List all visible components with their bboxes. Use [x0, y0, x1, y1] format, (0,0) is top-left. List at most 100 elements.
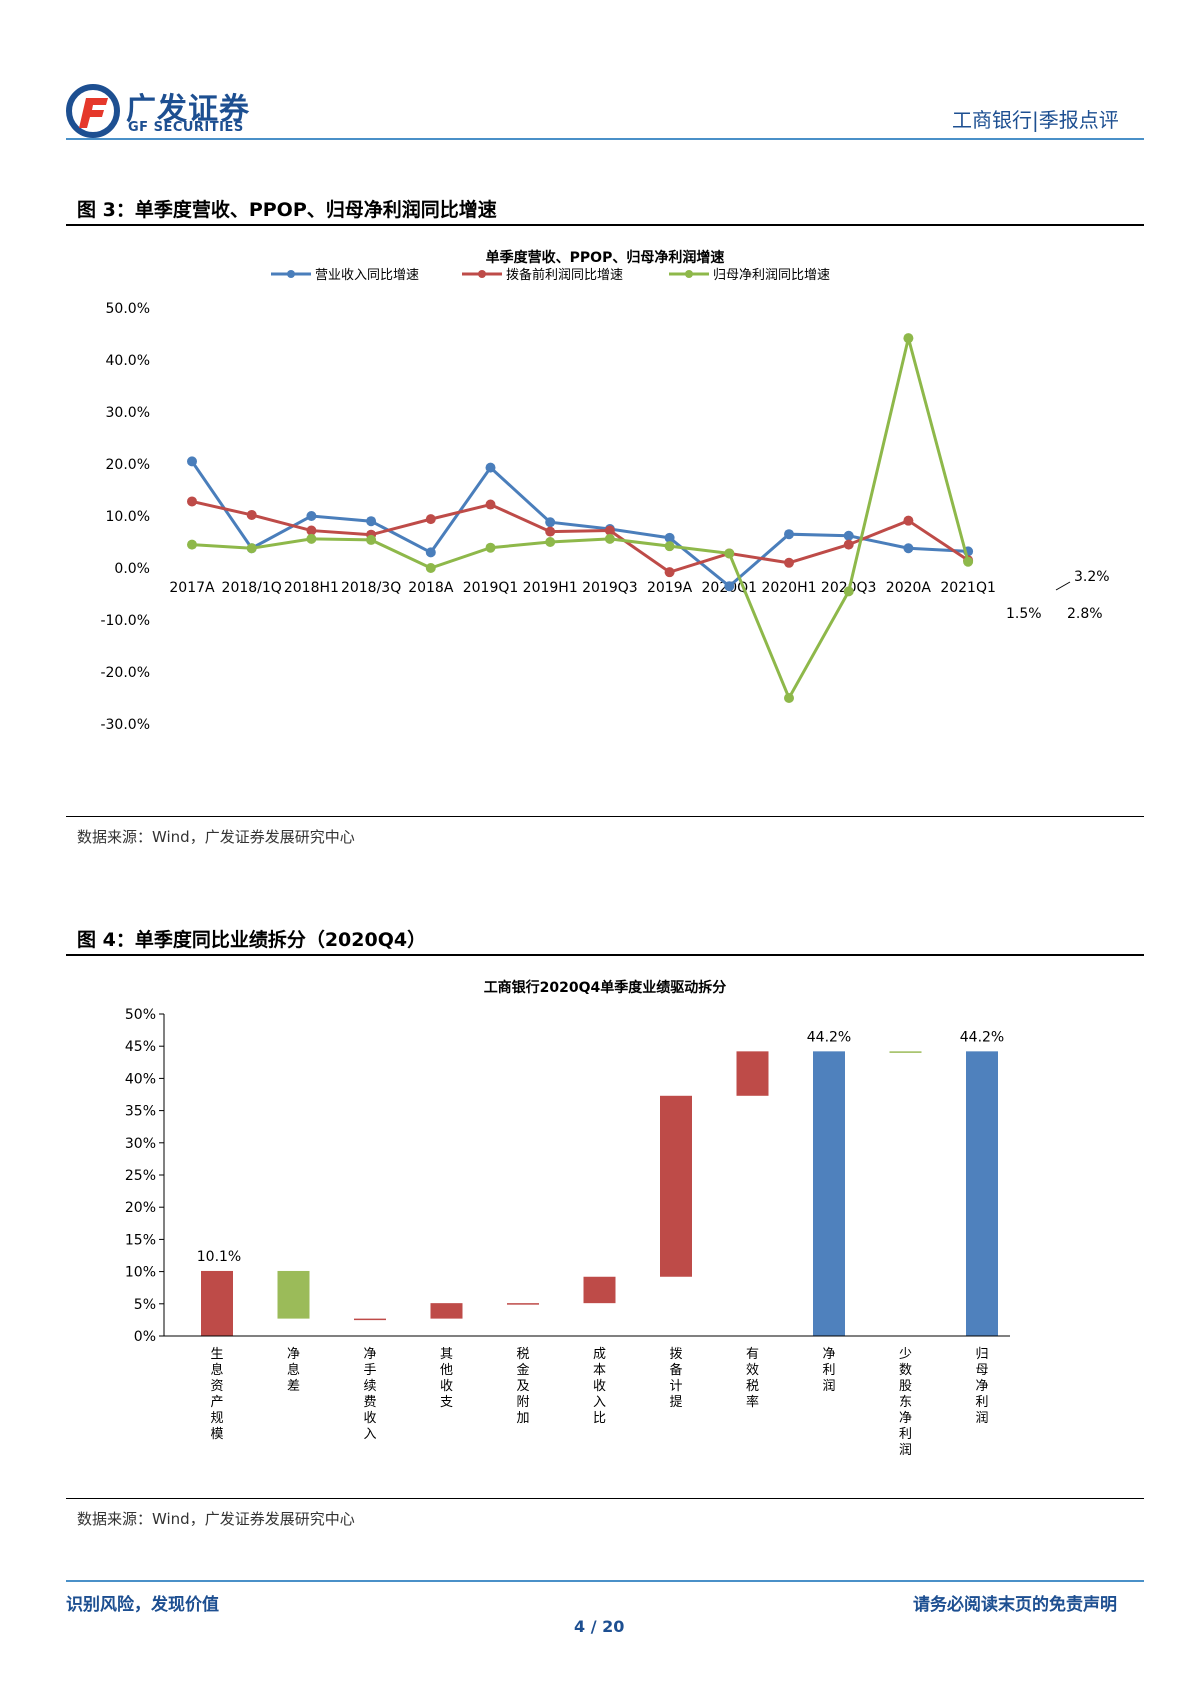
data-point — [545, 526, 556, 537]
waterfall-bar — [889, 1051, 922, 1053]
y-tick-label: 30% — [125, 1136, 156, 1152]
data-point — [306, 533, 317, 544]
x-tick-label: 2021Q1 — [940, 580, 996, 596]
data-label-parent-profit: 44.2% — [960, 1029, 1004, 1045]
x-tick-label: 归母净利润 — [975, 1347, 988, 1426]
footer-rule — [66, 1580, 1144, 1582]
header-rule — [66, 138, 1144, 140]
data-point — [843, 530, 854, 541]
legend-label: 营业收入同比增速 — [315, 268, 419, 283]
figure4-y-axis: 50% 45% 40% 35% 30% 25% 20% 15% 10% 5% 0% — [125, 1007, 165, 1345]
y-tick-label: 45% — [125, 1039, 156, 1055]
legend-marker — [287, 270, 295, 278]
figure4-title: 图 4：单季度同比业绩拆分（2020Q4） — [77, 929, 427, 951]
figure3-y-axis: 50.0% 40.0% 30.0% 20.0% 10.0% 0.0% -10.0% -20.0… — [100, 301, 150, 733]
figure3-series — [187, 333, 974, 703]
x-tick-label: 2018/1Q — [222, 580, 282, 596]
figure4-chart: 工商银行2020Q4单季度业绩驱动拆分 50% 45% 40% 35% 30% 25% 20… — [125, 979, 1010, 1458]
data-point — [425, 547, 436, 558]
doc-type: 工商银行|季报点评 — [952, 108, 1119, 132]
data-point — [664, 567, 675, 578]
annotation-label-3: 2.8% — [1067, 606, 1103, 622]
data-point — [366, 516, 377, 527]
data-point — [306, 511, 317, 521]
data-point — [425, 514, 436, 525]
footer-right: 请务必阅读末页的免责声明 — [913, 1595, 1117, 1615]
data-label-first: 10.1% — [197, 1249, 241, 1265]
waterfall-bar — [354, 1318, 386, 1321]
data-point — [366, 534, 377, 545]
legend-label: 拨备前利润同比增速 — [506, 267, 623, 283]
x-tick-label: 生息资产规模 — [210, 1347, 223, 1442]
figure4-bottom-rule — [66, 1498, 1144, 1499]
annotation-label-1: 3.2% — [1074, 569, 1110, 585]
x-tick-label: 少数股东净利润 — [899, 1347, 912, 1458]
x-tick-label: 2018H1 — [284, 580, 339, 596]
series-line — [190, 460, 969, 589]
data-point — [903, 333, 914, 344]
waterfall-bar — [507, 1303, 539, 1305]
data-point — [545, 517, 556, 528]
data-point — [843, 586, 854, 597]
x-tick-label: 2020H1 — [761, 580, 816, 596]
data-point — [664, 541, 675, 552]
series-line — [191, 337, 970, 702]
figure3-source: 数据来源：Wind，广发证券发展研究中心 — [77, 828, 355, 846]
figure3-legend: 营业收入同比增速 拨备前利润同比增速 归母净利润同比增速 — [271, 267, 830, 283]
x-tick-label: 净利润 — [822, 1347, 835, 1394]
y-tick-label: 20.0% — [106, 457, 150, 473]
x-tick-label: 2019Q3 — [582, 580, 638, 596]
data-point — [784, 557, 794, 568]
data-point — [604, 533, 615, 544]
legend-item: 拨备前利润同比增速 — [462, 267, 623, 283]
waterfall-bar — [813, 1051, 845, 1336]
y-tick-label: -20.0% — [100, 665, 150, 681]
footer-left: 识别风险，发现价值 — [66, 1595, 219, 1615]
waterfall-bar — [583, 1276, 616, 1304]
data-point — [903, 515, 914, 526]
figure4-bars — [201, 1051, 998, 1336]
y-tick-label: 35% — [125, 1104, 156, 1120]
y-tick-label: 25% — [125, 1168, 156, 1184]
legend-marker — [685, 270, 693, 278]
series-group — [187, 456, 974, 592]
legend-item: 营业收入同比增速 — [271, 268, 419, 283]
figure4-x-axis: 生息资产规模 净息差 净手续费收入 其他收支 税金及附加 成本收入比 拨备计提 有效税率 净利润… — [164, 1335, 1010, 1458]
data-point — [246, 543, 257, 554]
x-tick-label: 成本收入比 — [593, 1347, 606, 1426]
x-tick-label: 2020A — [886, 580, 932, 596]
data-point — [724, 548, 735, 559]
y-tick-label: 50% — [125, 1007, 156, 1023]
data-point — [664, 532, 675, 543]
series-group — [187, 333, 974, 703]
x-tick-label: 净息差 — [287, 1347, 300, 1394]
waterfall-bar — [201, 1270, 233, 1336]
y-tick-label: -10.0% — [100, 613, 150, 629]
waterfall-bar — [660, 1095, 692, 1277]
logo-text-cn: 广发证券 — [126, 92, 250, 127]
figure4-data-labels: 10.1% 44.2% 44.2% — [197, 1029, 1004, 1265]
figure3-x-axis: 2017A 2018/1Q 2018H1 2018/3Q 2018A 2019Q1 2019… — [169, 580, 995, 596]
page-number: 4 / 20 — [574, 1617, 625, 1636]
figure3-bottom-rule — [66, 816, 1144, 817]
y-tick-label: 10% — [125, 1265, 156, 1281]
y-tick-label: 0% — [134, 1329, 156, 1345]
y-tick-label: 5% — [134, 1297, 156, 1313]
data-point — [784, 693, 794, 703]
annotation-label-2: 1.5% — [1006, 606, 1042, 622]
data-point — [306, 525, 317, 536]
y-tick-label: 10.0% — [106, 509, 150, 525]
legend-label: 归母净利润同比增速 — [713, 268, 830, 283]
data-point — [485, 542, 496, 553]
data-point — [187, 456, 197, 467]
y-tick-label: 50.0% — [106, 301, 150, 317]
waterfall-bar — [430, 1303, 463, 1319]
x-tick-label: 税金及附加 — [516, 1347, 529, 1426]
x-tick-label: 2019H1 — [523, 580, 578, 596]
figure3-chart: 单季度营收、PPOP、归母净利润增速 营业收入同比增速 拨备前利润同比增速 归母净利… — [100, 249, 1110, 733]
y-tick-label: 40% — [125, 1071, 156, 1087]
x-tick-label: 2019Q1 — [463, 580, 519, 596]
figure3-title: 图 3：单季度营收、PPOP、归母净利润同比增速 — [77, 199, 497, 221]
data-label-net-profit: 44.2% — [807, 1029, 851, 1045]
data-point — [963, 556, 974, 567]
